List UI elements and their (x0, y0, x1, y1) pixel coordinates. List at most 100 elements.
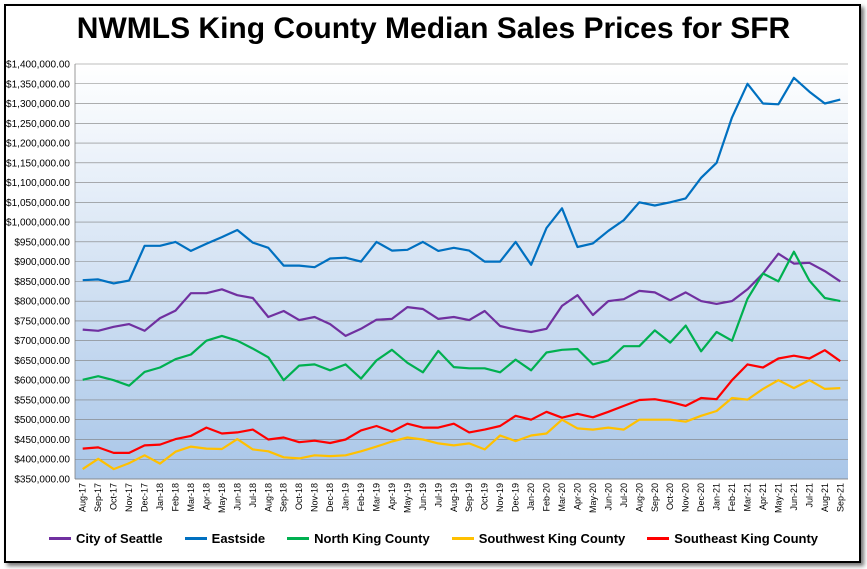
x-tick-label: May-21 (773, 483, 783, 513)
y-tick-label: $900,000.00 (14, 257, 70, 268)
x-tick-label: Jan-18 (155, 483, 165, 511)
legend: City of Seattle Eastside North King County… (0, 528, 867, 548)
y-tick-label: $950,000.00 (14, 237, 70, 248)
x-tick-label: Feb-18 (170, 483, 180, 512)
legend-swatch (184, 536, 207, 540)
legend-swatch (287, 536, 310, 540)
x-tick-label: Mar-19 (371, 483, 381, 512)
x-tick-label: Sep-20 (650, 483, 660, 512)
y-tick-label: $350,000.00 (14, 475, 70, 486)
legend-label: Southwest King County (478, 530, 626, 546)
y-tick-label: $1,250,000.00 (6, 119, 70, 130)
x-tick-label: Jul-21 (804, 483, 814, 508)
y-tick-label: $550,000.00 (14, 395, 70, 406)
y-tick-label: $850,000.00 (14, 277, 70, 288)
y-tick-label: $650,000.00 (14, 356, 70, 367)
x-tick-label: Aug-18 (263, 483, 273, 512)
x-tick-label: Apr-20 (572, 483, 582, 510)
x-tick-label: Oct-18 (294, 483, 304, 510)
x-tick-label: Feb-19 (356, 483, 366, 512)
x-tick-label: Apr-19 (387, 483, 397, 510)
y-tick-label: $1,150,000.00 (6, 158, 70, 169)
x-tick-label: Sep-17 (93, 483, 103, 512)
legend-item: Southwest King County (451, 528, 626, 548)
x-axis-tick-labels: Aug-17 Sep-17 Oct-17 Nov-17 Dec-17 Jan-18 Feb-… (78, 483, 846, 513)
x-tick-label: Dec-19 (511, 483, 521, 512)
series-lines (82, 76, 841, 471)
x-tick-label: Jan-20 (526, 483, 536, 511)
series-line-southeast-king-county (82, 349, 841, 454)
series-line-southwest-king-county (82, 379, 841, 471)
x-tick-label: Feb-20 (542, 483, 552, 512)
y-tick-label: $600,000.00 (14, 376, 70, 387)
series-line-north-king-county (82, 250, 841, 387)
y-tick-label: $1,400,000.00 (6, 60, 70, 71)
x-tick-label: Jul-18 (248, 483, 258, 508)
x-tick-label: Oct-17 (109, 483, 119, 510)
x-tick-label: Jun-21 (789, 483, 799, 511)
x-tick-label: Jul-19 (433, 483, 443, 508)
x-tick-label: Mar-21 (743, 483, 753, 512)
x-tick-label: May-19 (402, 483, 412, 513)
legend-label: North King County (314, 530, 430, 546)
y-tick-label: $400,000.00 (14, 455, 70, 466)
x-tick-label: Jan-21 (712, 483, 722, 511)
y-tick-label: $1,200,000.00 (6, 139, 70, 150)
x-tick-label: Aug-17 (78, 483, 88, 512)
x-tick-label: Sep-19 (464, 483, 474, 512)
x-tick-label: Nov-19 (495, 483, 505, 512)
legend-label: Eastside (211, 530, 266, 546)
series-line-city-of-seattle (82, 252, 841, 337)
x-tick-label: May-18 (217, 483, 227, 513)
x-tick-label: Dec-20 (696, 483, 706, 512)
y-tick-label: $1,300,000.00 (6, 99, 70, 110)
x-tick-label: Sep-18 (279, 483, 289, 512)
x-tick-label: Dec-17 (140, 483, 150, 512)
x-tick-label: Nov-18 (310, 483, 320, 512)
x-tick-label: Aug-19 (449, 483, 459, 512)
x-tick-label: Nov-17 (124, 483, 134, 512)
x-tick-label: Mar-20 (557, 483, 567, 512)
x-tick-label: Jun-18 (232, 483, 242, 511)
legend-item: City of Seattle (48, 528, 163, 548)
x-tick-label: Sep-21 (835, 483, 845, 512)
x-tick-label: Aug-20 (634, 483, 644, 512)
legend-item: Southeast King County (647, 528, 818, 548)
chart-title: NWMLS King County Median Sales Prices fo… (76, 12, 791, 45)
legend-item: Eastside (184, 528, 266, 548)
x-tick-label: Oct-20 (665, 483, 675, 510)
x-tick-label: Jul-20 (619, 483, 629, 508)
y-tick-label: $500,000.00 (14, 415, 70, 426)
gridlines (74, 63, 848, 480)
series-line-eastside (82, 76, 841, 285)
plot-area (75, 64, 848, 479)
x-tick-label: Nov-20 (681, 483, 691, 512)
y-tick-label: $750,000.00 (14, 316, 70, 327)
x-tick-label: Feb-21 (727, 483, 737, 512)
y-tick-label: $450,000.00 (14, 435, 70, 446)
legend-item: North King County (287, 528, 430, 548)
x-tick-label: Dec-18 (325, 483, 335, 512)
x-tick-label: Apr-21 (758, 483, 768, 510)
legend-label: Southeast King County (674, 530, 819, 546)
x-tick-label: Jun-19 (418, 483, 428, 511)
x-tick-label: Jan-19 (341, 483, 351, 511)
y-tick-label: $1,100,000.00 (6, 178, 70, 189)
x-tick-label: May-20 (588, 483, 598, 513)
legend-swatch (451, 536, 474, 540)
y-tick-label: $1,350,000.00 (6, 79, 70, 90)
y-axis-tick-labels: $350,000.00 $400,000.00 $450,000.00 $500,00… (6, 60, 70, 486)
x-tick-label: Mar-18 (186, 483, 196, 512)
legend-label: City of Seattle (75, 530, 163, 546)
legend-swatch (647, 536, 670, 540)
y-tick-label: $1,000,000.00 (6, 218, 70, 229)
x-tick-label: Oct-19 (480, 483, 490, 510)
y-tick-label: $700,000.00 (14, 336, 70, 347)
y-tick-label: $800,000.00 (14, 297, 70, 308)
legend-swatch (48, 536, 71, 540)
x-tick-label: Aug-21 (820, 483, 830, 512)
y-tick-label: $1,050,000.00 (6, 198, 70, 209)
x-tick-label: Apr-18 (201, 483, 211, 510)
x-tick-label: Jun-20 (603, 483, 613, 511)
